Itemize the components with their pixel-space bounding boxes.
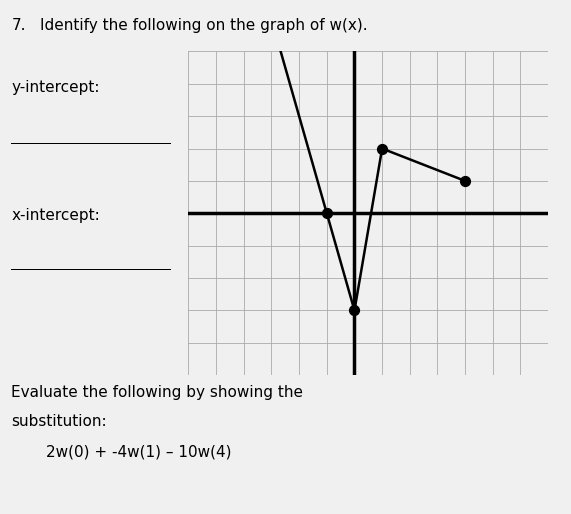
Point: [322, 209, 331, 217]
Text: x-intercept:: x-intercept:: [11, 208, 100, 223]
Point: [461, 177, 470, 185]
Text: Identify the following on the graph of w(x).: Identify the following on the graph of w…: [40, 18, 368, 33]
Text: Evaluate the following by showing the: Evaluate the following by showing the: [11, 386, 303, 400]
Text: substitution:: substitution:: [11, 414, 107, 429]
Text: 7.: 7.: [11, 18, 26, 33]
Point: [377, 144, 387, 153]
Text: y-intercept:: y-intercept:: [11, 80, 100, 95]
Point: [350, 306, 359, 315]
Text: 2w(0) + -4w(1) – 10w(4): 2w(0) + -4w(1) – 10w(4): [46, 445, 231, 460]
